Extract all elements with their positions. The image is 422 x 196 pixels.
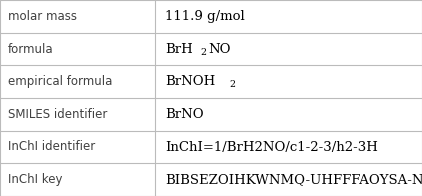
- Text: InChI=1/BrH2NO/c1-2-3/h2-3H: InChI=1/BrH2NO/c1-2-3/h2-3H: [165, 141, 378, 153]
- Text: BrH: BrH: [165, 43, 193, 55]
- Text: 2: 2: [230, 81, 236, 90]
- Text: 2: 2: [201, 48, 207, 57]
- Text: formula: formula: [8, 43, 54, 55]
- Text: 111.9 g/mol: 111.9 g/mol: [165, 10, 245, 23]
- Text: empirical formula: empirical formula: [8, 75, 112, 88]
- Text: InChI key: InChI key: [8, 173, 62, 186]
- Text: InChI identifier: InChI identifier: [8, 141, 95, 153]
- Text: SMILES identifier: SMILES identifier: [8, 108, 107, 121]
- Text: BIBSEZOIHKWNMQ-UHFFFAOYSA-N: BIBSEZOIHKWNMQ-UHFFFAOYSA-N: [165, 173, 422, 186]
- Text: BrNO: BrNO: [165, 108, 204, 121]
- Text: molar mass: molar mass: [8, 10, 77, 23]
- Text: NO: NO: [208, 43, 231, 55]
- Text: BrNOH: BrNOH: [165, 75, 215, 88]
